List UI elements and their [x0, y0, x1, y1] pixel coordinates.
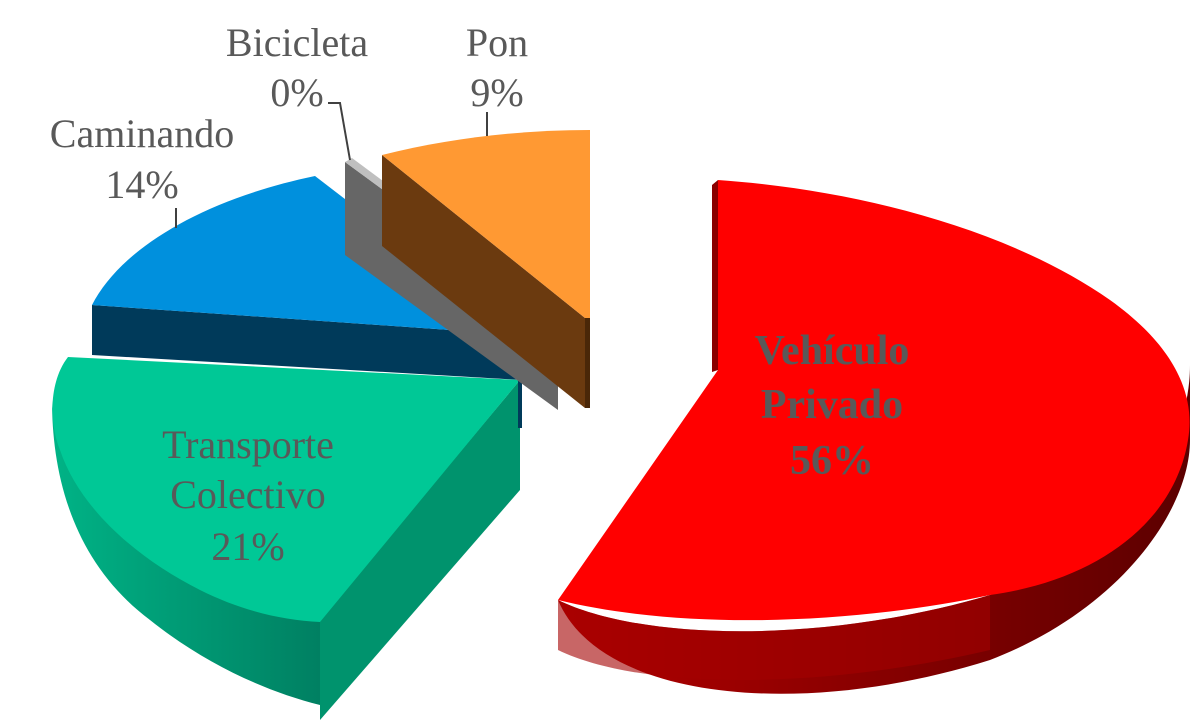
data-label-vehiculo-privado-name-2: Privado: [761, 382, 903, 428]
data-label-caminando-value: 14%: [105, 162, 178, 207]
data-label-vehiculo-privado-name-1: Vehículo: [755, 328, 910, 374]
data-label-bicicleta-value: 0%: [270, 70, 323, 115]
data-label-bicicleta-name: Bicicleta: [226, 20, 368, 65]
data-label-transporte-colectivo-name-1: Transporte: [162, 422, 334, 467]
data-label-pon-value: 9%: [470, 70, 523, 115]
pie-slice-transporte-colectivo: [52, 357, 520, 720]
data-label-transporte-colectivo-value: 21%: [211, 524, 284, 569]
pie-slice-pon: [382, 130, 590, 408]
data-label-vehiculo-privado-value: 56%: [790, 438, 874, 484]
data-label-caminando-name: Caminando: [50, 111, 234, 156]
pie-slice-vehiculo-privado: [558, 180, 1190, 694]
data-label-transporte-colectivo-name-2: Colectivo: [170, 472, 326, 517]
leader-line-bicicleta: [328, 102, 351, 161]
data-label-pon-name: Pon: [466, 20, 528, 65]
